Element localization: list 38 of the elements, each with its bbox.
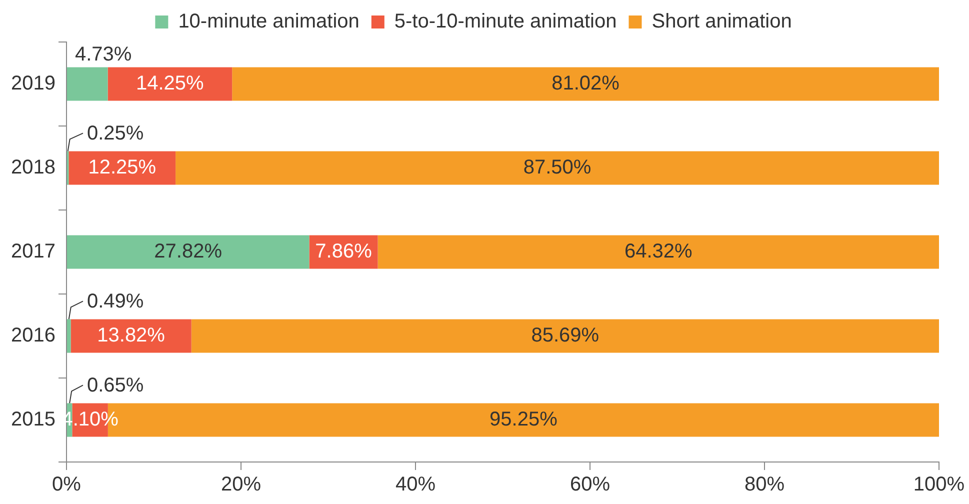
bar	[108, 67, 232, 101]
y-tick-label: 2017	[10, 240, 56, 263]
legend-label: 5-to-10-minute animation	[394, 10, 617, 33]
data-label: 64.32%	[624, 240, 693, 263]
data-label: 14.25%	[136, 72, 204, 95]
y-tick-label: 2016	[10, 324, 56, 347]
bar	[191, 319, 939, 353]
data-label: 85.69%	[531, 324, 600, 347]
legend-label: 10-minute animation	[178, 10, 360, 33]
y-tick-label: 2018	[10, 156, 56, 179]
legend-label: Short animation	[652, 10, 792, 33]
bar	[68, 151, 176, 185]
data-label: 0.49%	[86, 290, 144, 313]
x-tick-label: 20%	[220, 474, 262, 496]
bar	[66, 319, 71, 353]
data-label: 87.50%	[523, 156, 592, 179]
data-label: 0.25%	[86, 122, 144, 145]
data-label: 13.82%	[97, 324, 166, 347]
x-tick-label: 80%	[744, 474, 785, 496]
data-label: 95.25%	[490, 408, 558, 431]
bar	[66, 235, 310, 269]
data-label: 27.82%	[154, 240, 222, 263]
bar	[378, 235, 939, 269]
bar	[176, 151, 939, 185]
bar	[232, 67, 939, 101]
x-tick-label: 40%	[395, 474, 436, 496]
data-label: 12.25%	[88, 156, 156, 179]
bar	[66, 67, 108, 101]
x-tick-label: 0%	[52, 474, 82, 496]
y-tick-label: 2019	[10, 72, 56, 95]
x-tick-label: 100%	[913, 474, 965, 496]
bar	[70, 319, 192, 353]
x-tick-label: 60%	[570, 474, 610, 496]
data-label: 7.86%	[315, 240, 372, 263]
data-label: 0.65%	[86, 374, 144, 397]
data-label: 4.73%	[74, 44, 132, 66]
data-label: 81.02%	[552, 72, 620, 95]
y-tick-label: 2015	[10, 408, 56, 431]
